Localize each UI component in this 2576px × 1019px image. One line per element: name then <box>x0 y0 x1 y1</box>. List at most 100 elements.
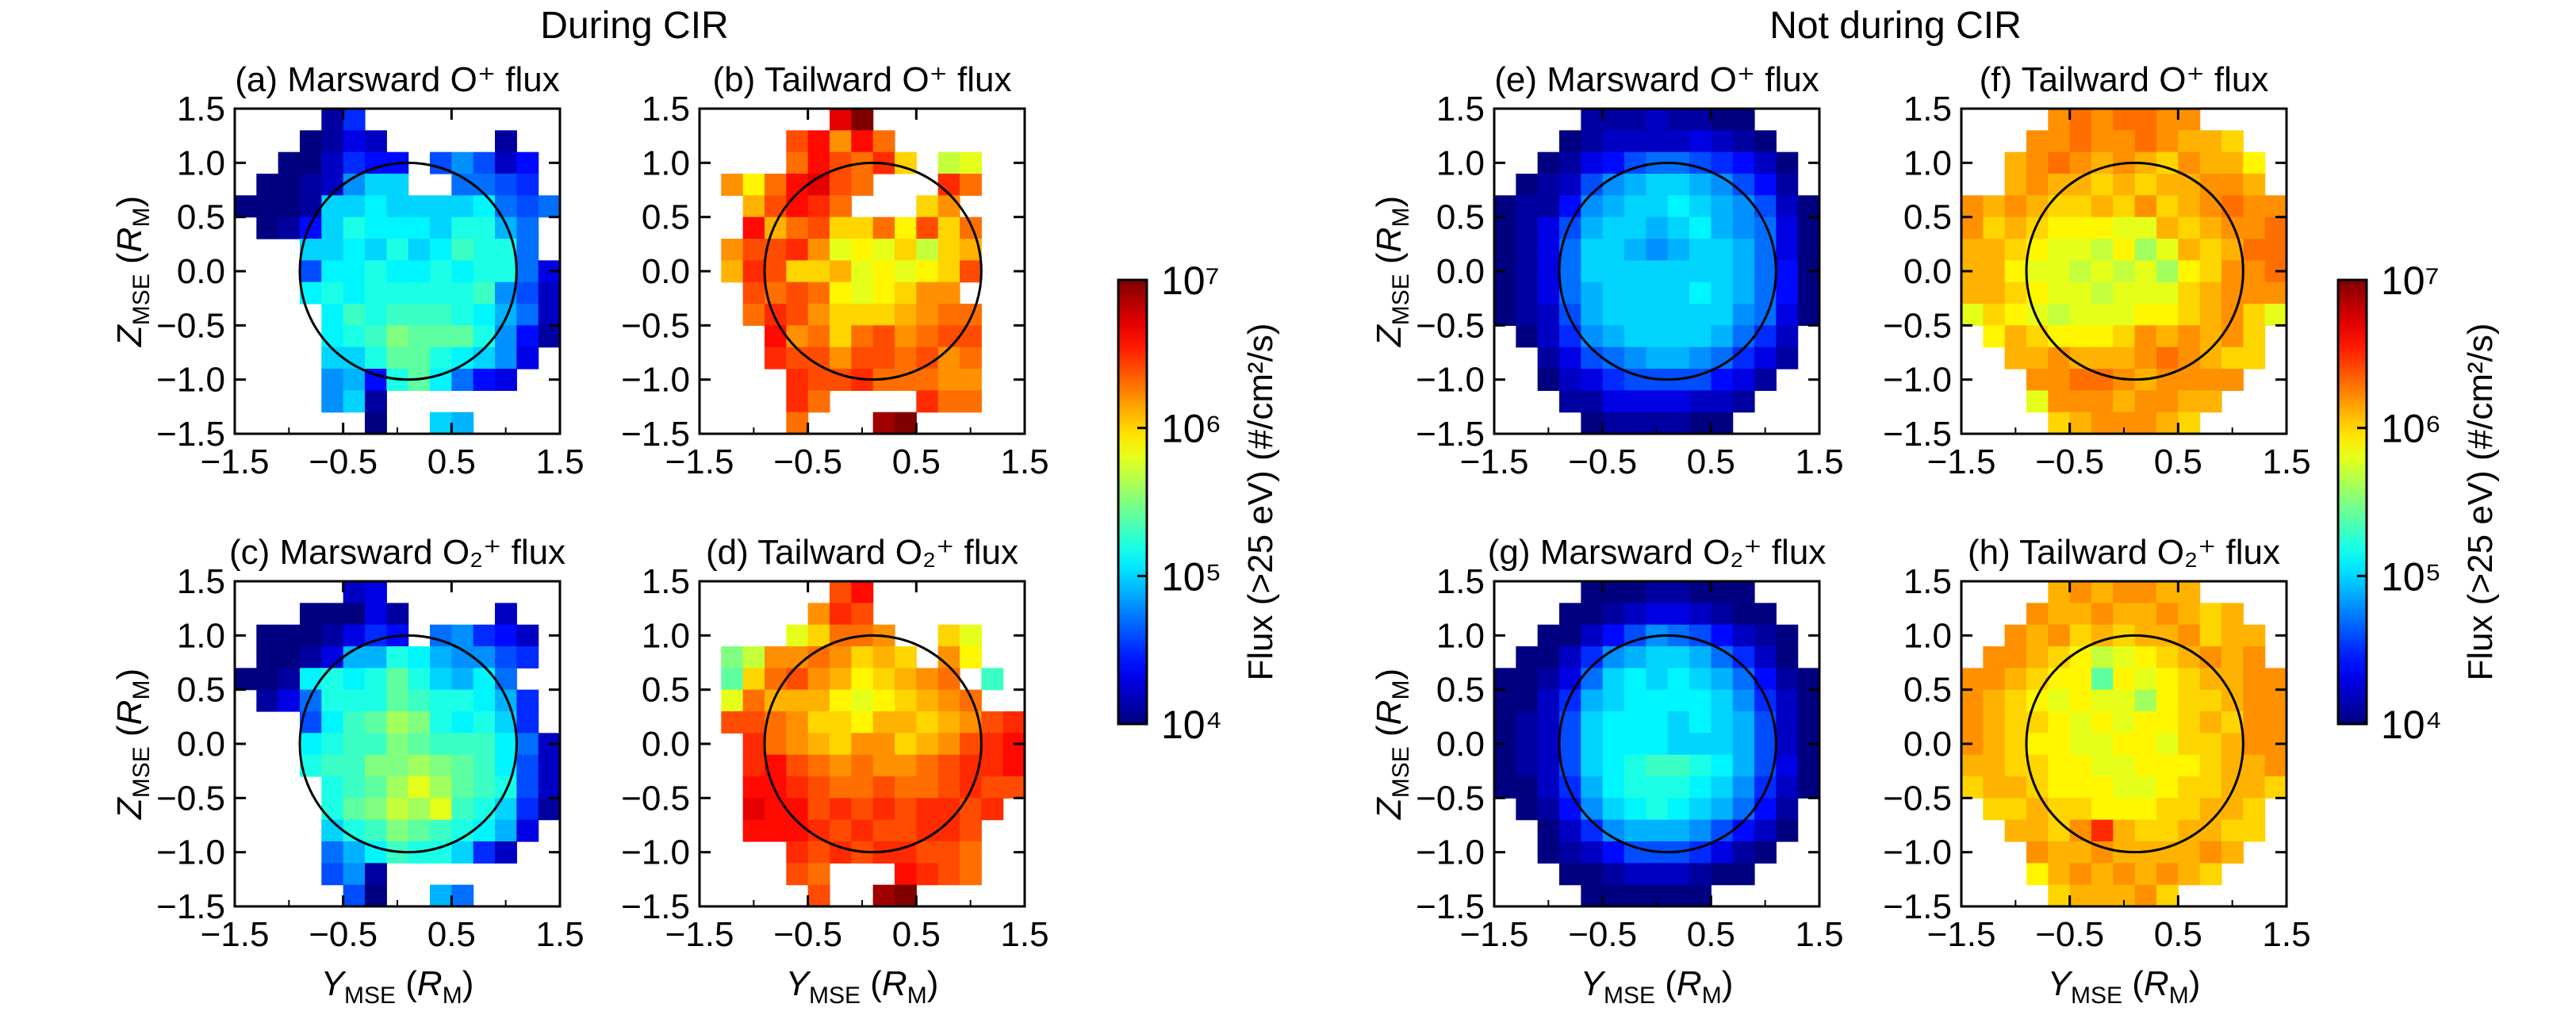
heatmap-cell <box>278 216 301 239</box>
heatmap-cell <box>1494 689 1516 712</box>
heatmap-cell <box>321 624 344 647</box>
heatmap-cell <box>1689 668 1712 691</box>
heatmap-cell <box>430 347 452 370</box>
heatmap-cell <box>2048 216 2071 239</box>
heatmap-cell <box>1667 603 1690 626</box>
heatmap-cell <box>1581 798 1604 821</box>
heatmap-cell <box>851 282 874 305</box>
heatmap-cell <box>2264 239 2287 261</box>
heatmap-cell <box>495 304 517 326</box>
heatmap-cell <box>321 776 344 799</box>
heatmap-cell <box>1689 819 1712 842</box>
heatmap-cell <box>386 733 409 756</box>
heatmap-cell <box>2264 754 2287 777</box>
y-tick-label: 1.5 <box>642 562 690 601</box>
heatmap-cell <box>1776 325 1799 348</box>
heatmap-cell <box>1776 624 1799 647</box>
heatmap-cell <box>1667 776 1690 799</box>
heatmap-cell <box>830 603 852 626</box>
heatmap-cell <box>1646 347 1669 370</box>
heatmap-cell <box>960 798 982 821</box>
heatmap-cell <box>365 668 387 691</box>
heatmap-cell <box>1646 195 1669 218</box>
heatmap-cell <box>2048 325 2071 348</box>
x-tick-label: 1.5 <box>2262 442 2310 481</box>
heatmap-cell <box>721 174 744 196</box>
heatmap-cell <box>2156 711 2179 734</box>
heatmap-cell <box>1537 624 1560 647</box>
heatmap-cell <box>1689 689 1712 712</box>
heatmap-cell <box>2091 239 2114 261</box>
heatmap-cell <box>2243 151 2266 174</box>
heatmap-cell <box>2048 130 2071 153</box>
heatmap-cell <box>2048 304 2071 326</box>
heatmap-cell <box>851 646 874 668</box>
heatmap-cell <box>851 711 874 734</box>
heatmap-cell <box>1732 347 1755 370</box>
heatmap-cell <box>473 347 496 370</box>
mars-circle <box>2025 161 2244 381</box>
mars-circle <box>1558 634 1777 854</box>
heatmap-cell <box>2178 260 2201 283</box>
heatmap-cell <box>2264 776 2287 799</box>
heatmap-cell <box>538 195 561 218</box>
heatmap-cell <box>742 754 765 777</box>
heatmap-cell <box>473 151 496 174</box>
heatmap-cell <box>1667 689 1690 712</box>
heatmap-cell <box>2004 260 2027 283</box>
heatmap-cell <box>2004 151 2027 174</box>
heatmap-cell <box>343 711 366 734</box>
heatmap-cell <box>1732 151 1755 174</box>
heatmap-cell <box>2048 624 2071 647</box>
heatmap-cell <box>1537 239 1560 261</box>
y-tick-label: 0.5 <box>642 671 690 710</box>
heatmap-cell <box>1602 884 1625 907</box>
heatmap-cell <box>872 260 895 283</box>
heatmap-cell <box>1667 668 1690 691</box>
heatmap-cell <box>2069 668 2092 691</box>
heatmap-cell <box>742 282 765 305</box>
heatmap-cell <box>1689 109 1712 131</box>
heatmap-cell <box>2048 841 2071 864</box>
y-tick-label: −1.0 <box>1416 833 1485 872</box>
heatmap-cell <box>765 798 787 821</box>
heatmap-cell <box>1537 733 1560 756</box>
heatmap-cell <box>916 369 939 391</box>
heatmap-cell <box>2113 174 2136 196</box>
heatmap-cell <box>473 325 496 348</box>
heatmap-cell <box>1667 109 1690 131</box>
heatmap-cell <box>2221 798 2244 821</box>
heatmap-cell <box>1624 304 1646 326</box>
heatmap-cell <box>1646 798 1669 821</box>
heatmap-cell <box>343 390 366 413</box>
heatmap-cell <box>2004 325 2027 348</box>
heatmap-cell <box>851 325 874 348</box>
heatmap-cell <box>538 325 561 348</box>
heatmap-cell <box>807 863 830 886</box>
heatmap-cell <box>2178 130 2201 153</box>
heatmap-cell <box>430 195 452 218</box>
heatmap-cell <box>1776 733 1799 756</box>
heatmap-cell <box>343 841 366 864</box>
heatmap-cell <box>516 195 539 218</box>
x-tick-label: −1.5 <box>1460 915 1529 954</box>
heatmap-cell <box>1754 733 1777 756</box>
heatmap-cell <box>786 711 809 734</box>
heatmap-cell <box>2221 195 2244 218</box>
heatmap-cell <box>2221 733 2244 756</box>
heatmap-cell <box>1559 646 1581 668</box>
heatmap-cell <box>2048 109 2071 131</box>
heatmap-cell <box>451 216 474 239</box>
heatmap-cell <box>2134 195 2157 218</box>
heatmap-cell <box>1559 668 1581 691</box>
heatmap-cell <box>1667 195 1690 218</box>
heatmap-cell <box>1581 841 1604 864</box>
heatmap-cell <box>851 819 874 842</box>
heatmap-cell <box>1797 711 1820 734</box>
heatmap-cell <box>430 884 452 907</box>
heatmap-cell <box>937 841 960 864</box>
heatmap-cell <box>365 863 387 886</box>
heatmap-cell <box>1776 151 1799 174</box>
heatmap-cell <box>2178 841 2201 864</box>
heatmap-cell <box>851 798 874 821</box>
